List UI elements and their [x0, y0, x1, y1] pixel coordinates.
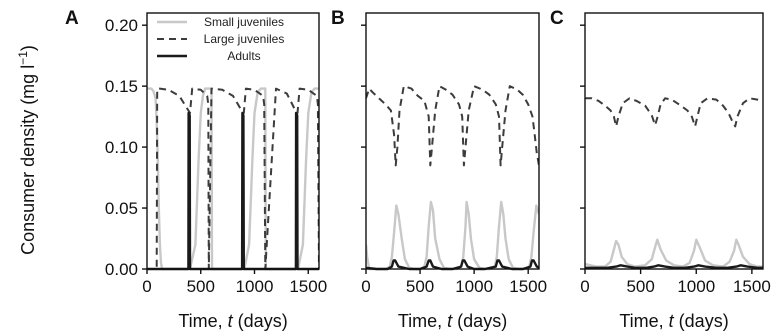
y-tick-label: 0.00 [105, 260, 138, 279]
legend-label-2: Adults [227, 49, 260, 63]
series-line-adults [147, 111, 319, 271]
y-axis-title-close: ) [18, 45, 38, 51]
series-line-large-juveniles [585, 97, 763, 128]
y-tick-label: 0.20 [105, 16, 138, 35]
panel-letter-a: A [65, 8, 79, 29]
x-axis-title: Time, t (days) [178, 311, 287, 331]
y-tick-label: 0.05 [105, 199, 138, 218]
x-axis-title-suffix: (days) [674, 311, 729, 331]
panels-group: 0 500 1000 1500 0.00 0.05 0.10 0.15 0.20 A Time, t… [65, 8, 771, 331]
x-tick-label: 1500 [733, 277, 771, 296]
series-line-large-juveniles [366, 85, 539, 167]
series-line-small-juveniles [366, 200, 539, 271]
x-axis-title: Time, t (days) [619, 311, 728, 331]
x-axis-title-prefix: Time, [398, 311, 447, 331]
x-tick-label: 500 [406, 277, 434, 296]
x-axis-title-prefix: Time, [178, 311, 227, 331]
x-tick-label: 500 [187, 277, 215, 296]
legend: Small juveniles Large juveniles Adults [157, 15, 284, 63]
x-tick-label: 1500 [509, 277, 547, 296]
series-group [366, 85, 539, 271]
x-tick-label: 1000 [236, 277, 274, 296]
x-tick-label: 1000 [455, 277, 493, 296]
x-axis-title-variable: t [447, 311, 453, 331]
legend-label-0: Small juveniles [204, 15, 284, 29]
plot-frame [365, 12, 540, 270]
x-tick-label: 0 [361, 277, 370, 296]
x-axis-title-suffix: (days) [452, 311, 507, 331]
y-tick-label: 0.10 [105, 138, 138, 157]
panel-b: 0 500 1000 1500 B Time, t (days) [331, 8, 547, 331]
x-axis-title-suffix: (days) [233, 311, 288, 331]
x-tick-label: 500 [626, 277, 654, 296]
x-tick-label: 0 [142, 277, 151, 296]
plot-frame [584, 12, 764, 270]
series-group [585, 97, 763, 269]
x-tick-label: 1000 [677, 277, 715, 296]
panel-a: 0 500 1000 1500 0.00 0.05 0.10 0.15 0.20 A Time, t… [65, 8, 327, 331]
panel-letter-c: C [550, 8, 564, 29]
series-line-small-juveniles [585, 238, 763, 268]
series-line-large-juveniles [147, 87, 319, 270]
series-line-small-juveniles [147, 87, 319, 271]
series-group [147, 87, 319, 271]
x-tick-label: 0 [580, 277, 589, 296]
x-tick-label: 1500 [289, 277, 327, 296]
x-axis-title-variable: t [228, 311, 234, 331]
y-axis-title-superscript: −1 [16, 51, 30, 65]
panel-c: 0 500 1000 1500 C Time, t (days) [550, 8, 771, 331]
panel-letter-b: B [331, 8, 345, 29]
x-axis-title-variable: t [669, 311, 675, 331]
y-axis-title-main: Consumer density (mg l [18, 65, 38, 255]
y-tick-label: 0.15 [105, 77, 138, 96]
plot-frame [146, 12, 320, 270]
legend-label-1: Large juveniles [204, 32, 285, 46]
x-axis-title: Time, t (days) [398, 311, 507, 331]
x-axis-title-prefix: Time, [619, 311, 668, 331]
y-axis-title: Consumer density (mg l−1) [16, 45, 38, 255]
series-line-adults [585, 264, 763, 269]
